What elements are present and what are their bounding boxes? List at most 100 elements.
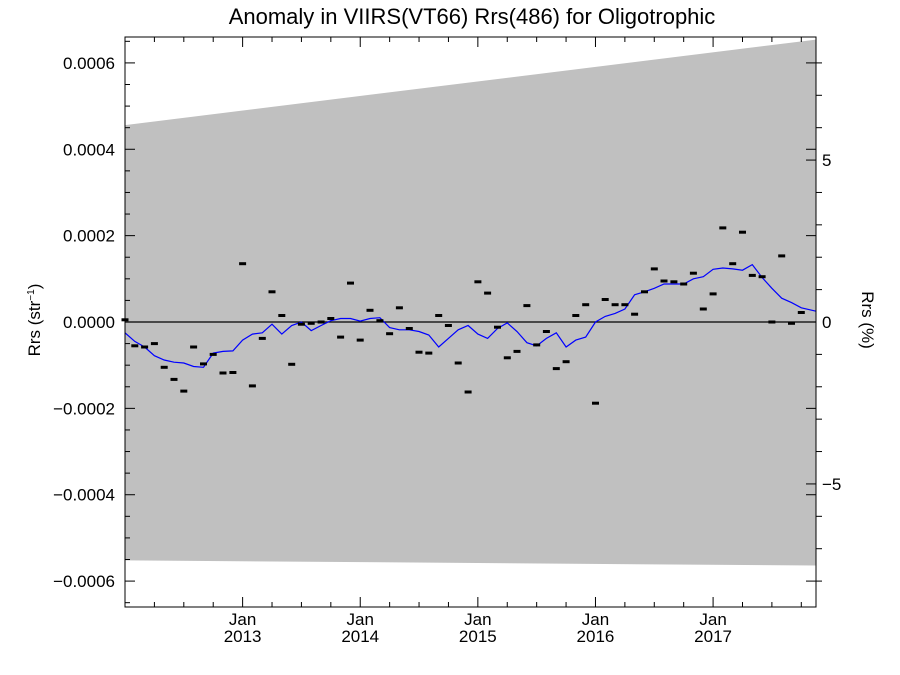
data-point xyxy=(699,307,707,311)
data-point xyxy=(572,314,580,317)
data-point xyxy=(582,303,590,307)
data-point xyxy=(494,325,501,329)
right-tick-label: 0 xyxy=(822,313,831,332)
data-point xyxy=(141,345,149,349)
data-point xyxy=(641,290,648,294)
data-point xyxy=(239,262,247,266)
data-point xyxy=(150,342,158,346)
data-point xyxy=(552,367,560,371)
data-point xyxy=(768,320,776,324)
left-tick-label: 0.0002 xyxy=(63,227,115,246)
trend-line xyxy=(124,263,817,368)
left-tick-label: −0.0004 xyxy=(53,486,115,505)
data-point xyxy=(454,361,462,365)
data-point xyxy=(484,291,492,295)
y-axis-label-left-sup: −1 xyxy=(26,289,37,301)
x-tick-month: Jan xyxy=(464,610,491,629)
data-point xyxy=(631,312,639,316)
uncertainty-band-layer xyxy=(125,39,816,566)
data-point xyxy=(523,304,531,308)
data-point xyxy=(435,314,443,317)
x-tick-month: Jan xyxy=(347,610,374,629)
data-point xyxy=(366,308,374,312)
data-point xyxy=(562,360,570,364)
trend-layer xyxy=(124,263,817,368)
data-point xyxy=(748,273,756,277)
left-tick-label: 0.0000 xyxy=(63,313,115,332)
left-axis-ticks: 0.0006 0.0004 0.0002 0.0000 −0.0002 −0.0004 −0… xyxy=(53,40,816,604)
x-tick-year: 2015 xyxy=(459,627,497,646)
data-point xyxy=(200,362,207,366)
y-axis-label-left-main: Rrs (str xyxy=(25,300,44,356)
data-point xyxy=(405,327,413,330)
x-tick-month: Jan xyxy=(699,610,726,629)
x-tick-month: Jan xyxy=(582,610,609,629)
data-point xyxy=(395,306,403,310)
data-point xyxy=(444,324,452,327)
x-tick-year: 2013 xyxy=(224,627,262,646)
data-point xyxy=(327,317,335,320)
data-point xyxy=(513,349,521,353)
left-tick-label: −0.0002 xyxy=(53,399,115,418)
right-axis-ticks: 5 0 −5 xyxy=(806,62,841,582)
data-point xyxy=(503,356,511,360)
data-point xyxy=(601,298,609,301)
left-tick-label: −0.0006 xyxy=(53,572,115,591)
data-point xyxy=(337,335,345,339)
data-point xyxy=(317,320,325,324)
data-point xyxy=(474,280,482,284)
data-point xyxy=(611,303,619,307)
x-tick-year: 2014 xyxy=(341,627,379,646)
x-tick-year: 2016 xyxy=(577,627,615,646)
data-point xyxy=(709,292,717,296)
data-point xyxy=(307,321,315,325)
data-point xyxy=(680,282,688,286)
y-axis-label-left-close: ) xyxy=(25,284,44,290)
data-point xyxy=(209,352,217,356)
data-point xyxy=(190,345,198,349)
data-point xyxy=(160,365,168,369)
data-point xyxy=(425,351,433,355)
data-point xyxy=(415,350,423,354)
data-point xyxy=(258,336,266,340)
data-point xyxy=(464,390,472,394)
data-point xyxy=(592,401,599,405)
x-tick-year: 2017 xyxy=(694,627,732,646)
data-point xyxy=(297,322,305,326)
y-axis-label-right: Rrs (%) xyxy=(858,291,877,349)
data-point xyxy=(180,389,188,393)
left-tick-label: 0.0004 xyxy=(63,140,115,159)
data-point xyxy=(729,262,737,266)
data-point xyxy=(660,279,668,283)
x-tick-month: Jan xyxy=(229,610,256,629)
left-tick-label: 0.0006 xyxy=(63,54,115,73)
data-point xyxy=(689,271,697,275)
data-point xyxy=(131,344,139,348)
data-point xyxy=(719,226,727,230)
data-point xyxy=(278,314,286,317)
data-point xyxy=(670,280,678,284)
right-tick-label: −5 xyxy=(822,475,841,494)
data-point xyxy=(376,319,384,323)
data-point xyxy=(533,343,541,347)
data-point xyxy=(248,384,256,388)
data-point xyxy=(170,377,178,381)
data-point xyxy=(542,330,550,333)
data-point xyxy=(650,267,658,271)
data-point xyxy=(288,362,296,366)
data-point xyxy=(739,230,746,234)
uncertainty-band xyxy=(125,39,816,566)
data-point xyxy=(778,254,786,258)
data-point xyxy=(621,303,629,307)
points-layer xyxy=(121,226,805,405)
data-point xyxy=(347,281,354,285)
y-axis-label-left: Rrs (str−1) xyxy=(25,284,44,357)
data-point xyxy=(229,371,237,374)
chart-title: Anomaly in VIIRS(VT66) Rrs(486) for Olig… xyxy=(229,4,716,29)
right-tick-label: 5 xyxy=(822,151,831,170)
data-point xyxy=(268,290,276,294)
data-point xyxy=(797,311,805,314)
data-point xyxy=(219,371,227,375)
